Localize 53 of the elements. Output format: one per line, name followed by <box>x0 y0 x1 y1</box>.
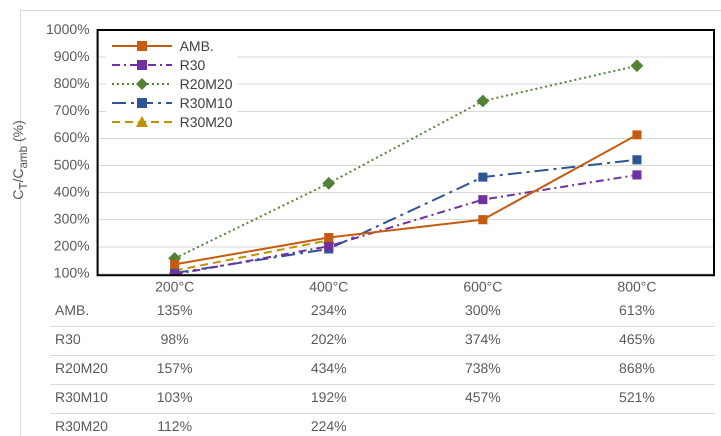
point <box>632 155 642 164</box>
text: R30M20 <box>55 418 108 434</box>
x-tick-label: 600°C <box>463 278 502 294</box>
point <box>170 260 180 269</box>
y-tick-label: 800% <box>54 75 90 92</box>
data-label: 103% <box>156 389 193 406</box>
data-label: 112% <box>157 418 192 434</box>
point <box>632 170 642 180</box>
data-label: 434% <box>310 360 347 376</box>
data-label: 202% <box>310 331 347 348</box>
point <box>476 94 489 107</box>
legend-label: R20M20 <box>180 76 232 92</box>
data-label: 521% <box>619 389 655 406</box>
point <box>324 242 334 251</box>
y-tick-label: 400% <box>54 183 90 200</box>
data-label: 300% <box>464 302 501 318</box>
x-tick-label: 200°C <box>155 278 194 294</box>
x-tick-label: 400°C <box>309 278 348 294</box>
point <box>478 195 488 204</box>
y-tick-label: 300% <box>54 210 90 227</box>
data-label: 868% <box>619 360 655 376</box>
y-tick-label: 900% <box>54 48 90 64</box>
x-tick-label: 800°C <box>617 278 656 294</box>
legend-label: R30M10 <box>180 94 232 110</box>
text: R30M10 <box>55 389 108 406</box>
point <box>478 215 488 224</box>
point <box>322 177 335 190</box>
y-tick-label: 100% <box>54 264 90 281</box>
text: AMB. <box>55 302 90 318</box>
data-label: 465% <box>619 331 655 348</box>
text: R30 <box>55 331 81 348</box>
data-label: 457% <box>464 389 501 406</box>
data-label: 192% <box>310 389 347 406</box>
point <box>630 60 643 72</box>
y-tick-label: 600% <box>54 129 90 146</box>
data-label: 613% <box>619 302 655 318</box>
data-label: 135% <box>156 302 193 318</box>
y-tick-label: 200% <box>54 238 90 254</box>
legend-label: R30M20 <box>180 114 232 130</box>
legend-label: R30 <box>180 56 206 72</box>
data-label: 98% <box>160 331 189 348</box>
data-label: 234% <box>310 302 347 318</box>
point <box>478 172 488 182</box>
y-tick-label: 1000% <box>46 20 90 37</box>
data-label: 224% <box>310 418 347 434</box>
y-tick-label: 700% <box>54 102 90 118</box>
data-label: 738% <box>464 360 501 376</box>
point <box>632 130 642 140</box>
legend-label: AMB. <box>180 38 214 54</box>
data-label: 157% <box>156 360 193 376</box>
y-tick-label: 500% <box>54 156 90 172</box>
text: R20M20 <box>55 360 108 376</box>
data-label: 374% <box>464 331 501 348</box>
